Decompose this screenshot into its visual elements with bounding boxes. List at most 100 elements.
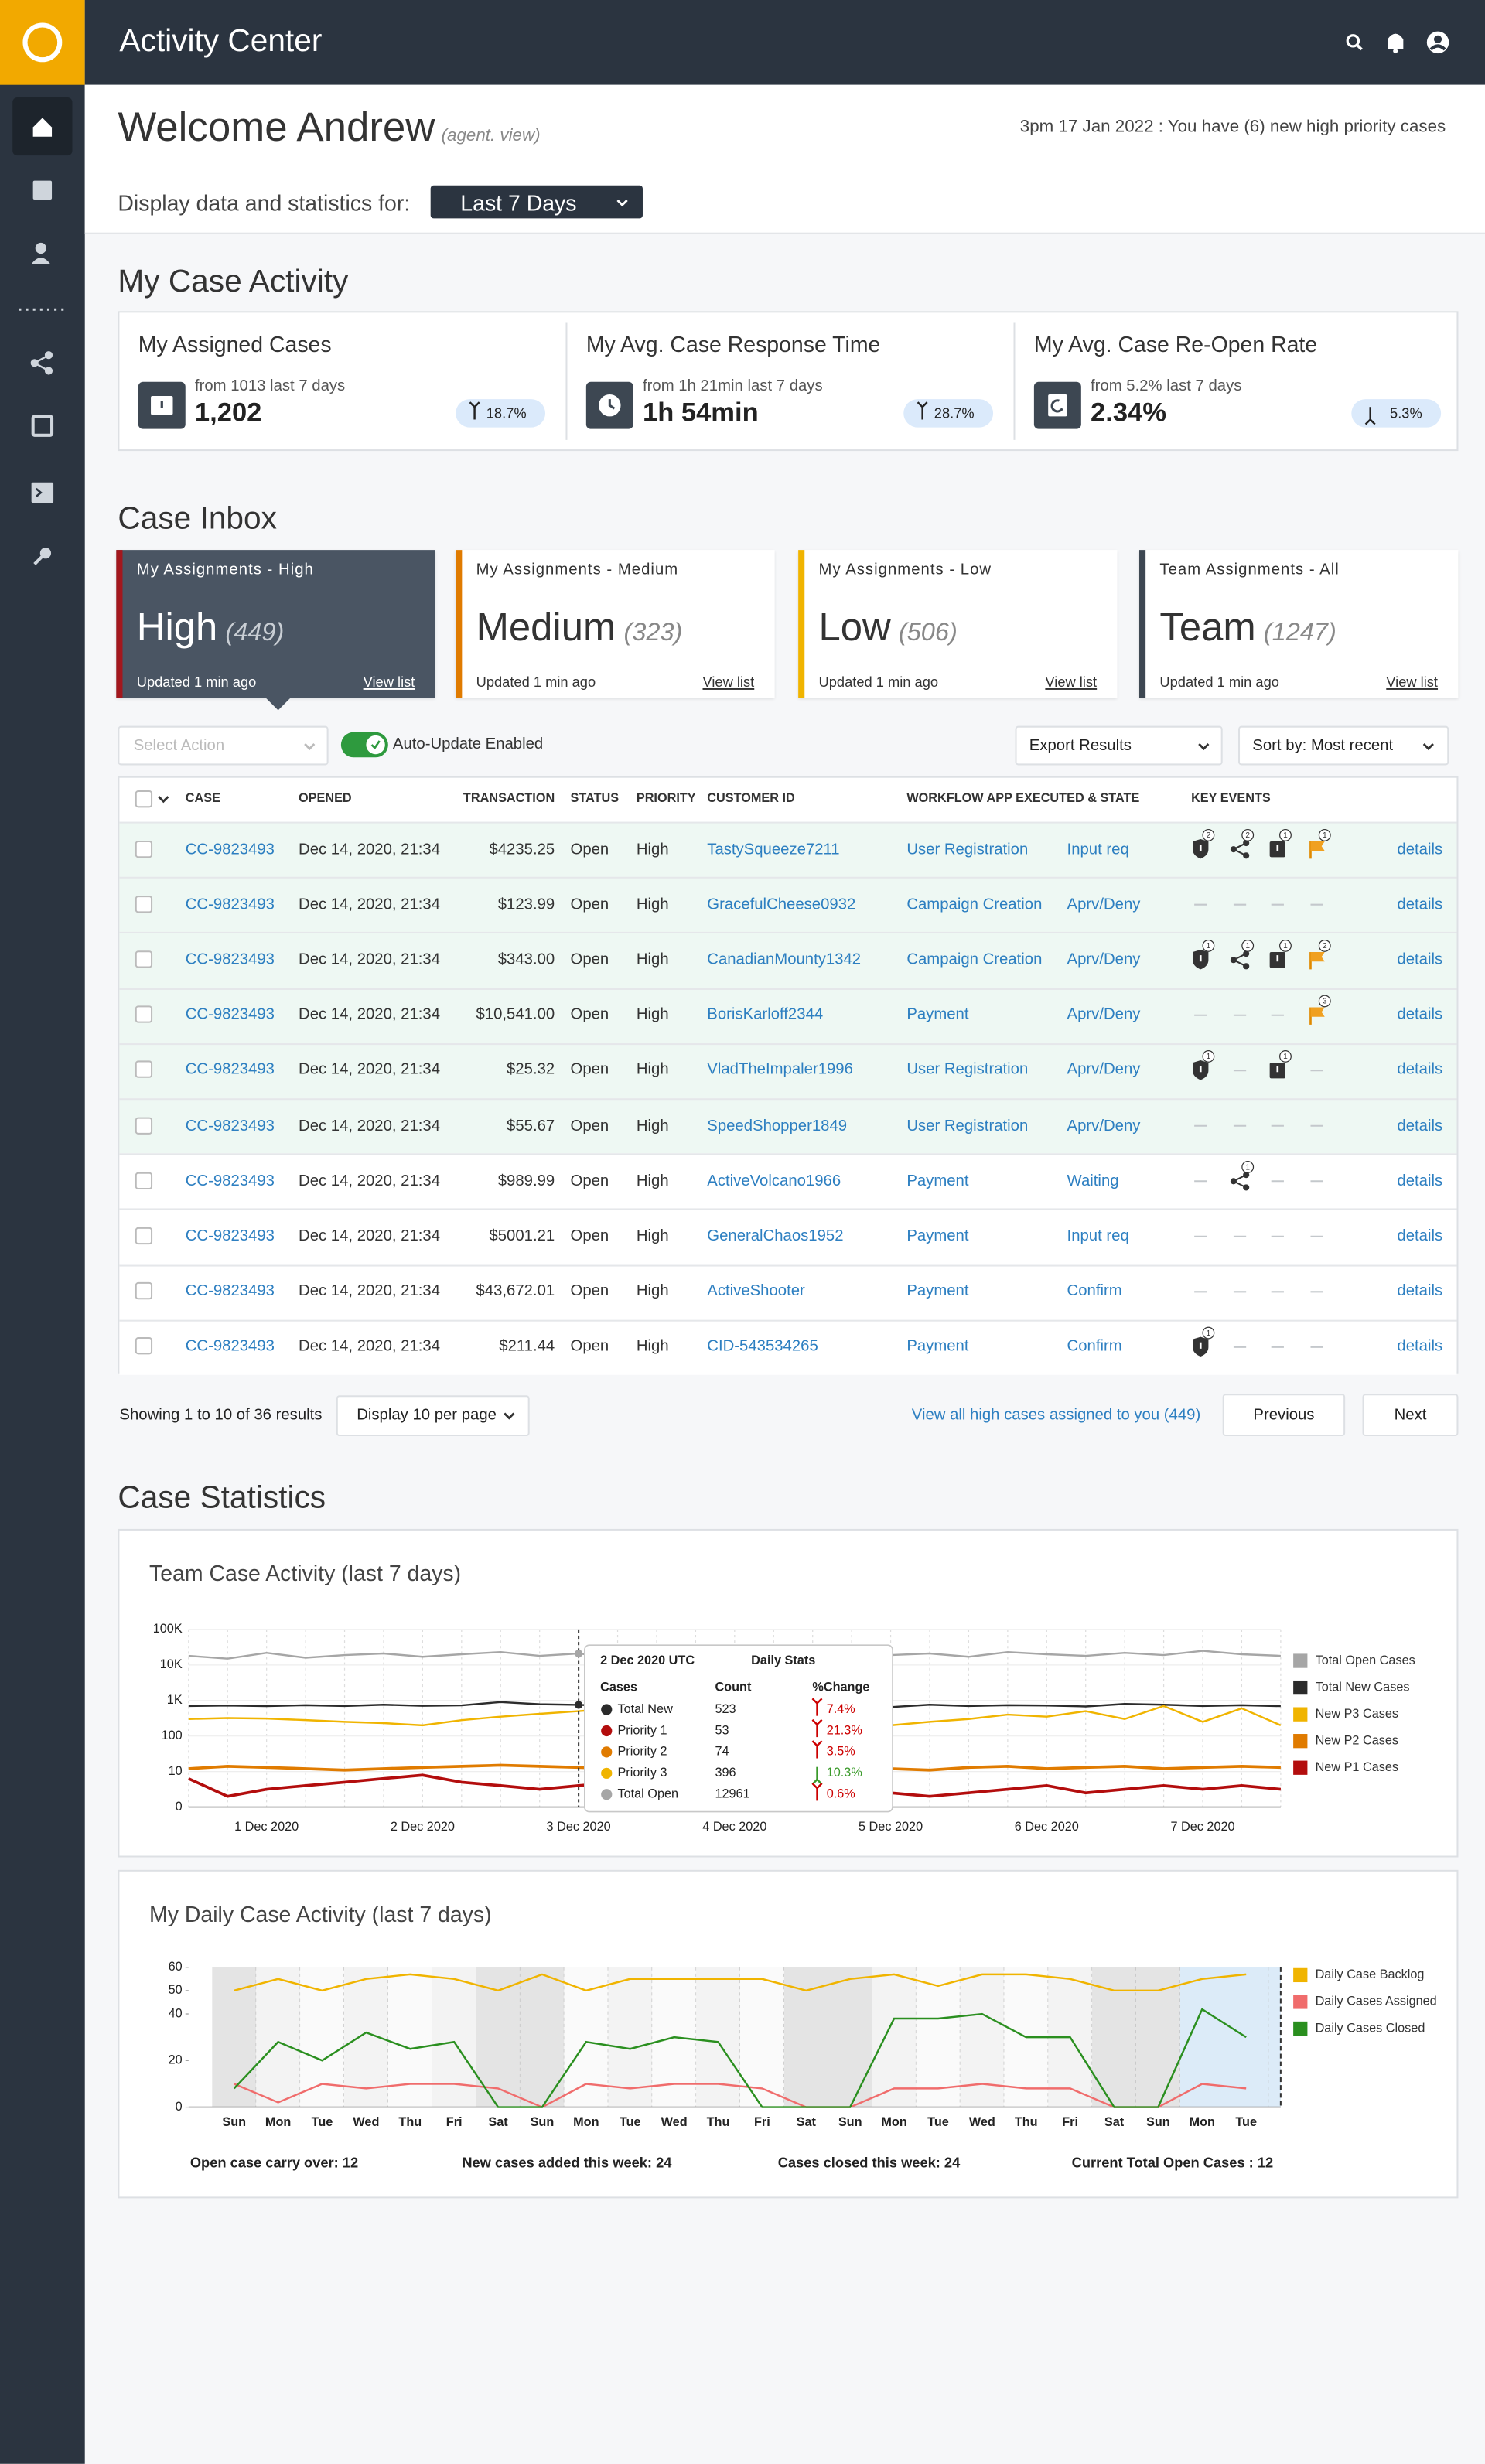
table-cell: SpeedShopper1849 bbox=[707, 1117, 848, 1135]
table-cell: Open bbox=[570, 1006, 609, 1024]
tab-link[interactable]: View list bbox=[363, 674, 415, 690]
details-link[interactable]: details bbox=[1397, 950, 1443, 969]
inbox-tab[interactable] bbox=[456, 550, 775, 698]
table-cell[interactable]: CC-9823493 bbox=[185, 1172, 275, 1190]
export-button[interactable] bbox=[1015, 725, 1223, 766]
details-link[interactable]: details bbox=[1397, 1062, 1443, 1080]
row-checkbox[interactable] bbox=[135, 1227, 153, 1244]
row-checkbox[interactable] bbox=[135, 895, 153, 913]
details-link[interactable]: details bbox=[1397, 1117, 1443, 1135]
view-all-link[interactable]: View all high cases assigned to you (449… bbox=[911, 1407, 1201, 1425]
chip-icon[interactable] bbox=[31, 415, 54, 437]
key-icon-stem bbox=[33, 555, 44, 565]
table-row bbox=[119, 1153, 1457, 1210]
row-checkbox[interactable] bbox=[135, 1116, 153, 1134]
search-icon[interactable] bbox=[1346, 34, 1360, 48]
table-cell[interactable]: CC-9823493 bbox=[185, 1283, 275, 1301]
table-cell: High bbox=[636, 1283, 669, 1301]
tab-label: My Assignments - Medium bbox=[476, 561, 679, 579]
app-title: Activity Center bbox=[119, 24, 323, 60]
table-cell[interactable]: CC-9823493 bbox=[185, 1227, 275, 1245]
tab-label: My Assignments - Low bbox=[818, 561, 992, 579]
tab-link[interactable]: View list bbox=[1045, 674, 1098, 690]
user-body bbox=[1429, 44, 1446, 51]
table-cell: Campaign Creation bbox=[906, 950, 1043, 969]
row-checkbox[interactable] bbox=[135, 1005, 153, 1023]
column-header: TRANSACTION bbox=[463, 790, 555, 806]
inbox-tab[interactable] bbox=[116, 550, 435, 698]
table-cell[interactable]: CC-9823493 bbox=[185, 1338, 275, 1356]
card-from: from 5.2% last 7 days bbox=[1091, 377, 1242, 395]
table-cell[interactable]: CC-9823493 bbox=[185, 1062, 275, 1080]
table-cell: $4235.25 bbox=[489, 840, 555, 858]
tab-link[interactable]: View list bbox=[1386, 674, 1439, 690]
previous-button[interactable] bbox=[1222, 1394, 1346, 1437]
tab-link[interactable]: View list bbox=[702, 674, 755, 690]
table-cell[interactable]: CC-9823493 bbox=[185, 1006, 275, 1024]
table-cell: Payment bbox=[906, 1338, 969, 1356]
table-cell[interactable]: CC-9823493 bbox=[185, 896, 275, 913]
details-link[interactable]: details bbox=[1397, 1338, 1443, 1356]
period-select[interactable] bbox=[430, 185, 643, 219]
details-link[interactable]: details bbox=[1397, 1006, 1443, 1024]
table-cell: Dec 14, 2020, 21:34 bbox=[299, 1062, 441, 1080]
column-header: WORKFLOW APP EXECUTED & STATE bbox=[906, 790, 1140, 806]
tab-updated: Updated 1 min ago bbox=[136, 674, 257, 690]
details-link[interactable]: details bbox=[1397, 1283, 1443, 1301]
table-cell: TastySqueeze7211 bbox=[707, 840, 840, 858]
cases-icon[interactable] bbox=[32, 180, 53, 200]
tab-count: (449) bbox=[225, 619, 285, 647]
row-checkbox[interactable] bbox=[135, 1282, 153, 1300]
table-cell: $211.44 bbox=[499, 1338, 555, 1356]
per-page-select[interactable] bbox=[336, 1395, 530, 1437]
table-cell: Aprv/Deny bbox=[1067, 1062, 1141, 1080]
terminal-glyph bbox=[35, 487, 43, 498]
table-cell: Input req bbox=[1067, 840, 1129, 858]
row-checkbox[interactable] bbox=[135, 1172, 153, 1189]
logo-mark bbox=[22, 22, 63, 63]
table-cell: High bbox=[636, 1117, 669, 1135]
row-checkbox[interactable] bbox=[135, 950, 153, 968]
table-cell[interactable]: CC-9823493 bbox=[185, 950, 275, 969]
details-link[interactable]: details bbox=[1397, 1172, 1443, 1190]
inbox-tab[interactable] bbox=[1139, 550, 1459, 698]
table-cell[interactable]: CC-9823493 bbox=[185, 1117, 275, 1135]
sort-select[interactable] bbox=[1238, 725, 1449, 766]
table-cell: High bbox=[636, 1227, 669, 1245]
table-cell: CID-543534265 bbox=[707, 1338, 818, 1356]
logo[interactable] bbox=[0, 0, 85, 85]
row-checkbox[interactable] bbox=[135, 1337, 153, 1355]
table-cell: Dec 14, 2020, 21:34 bbox=[299, 1172, 441, 1190]
agent-icon[interactable] bbox=[35, 242, 46, 254]
next-button[interactable] bbox=[1362, 1394, 1459, 1437]
key-icon[interactable] bbox=[39, 548, 52, 559]
table-cell[interactable]: CC-9823493 bbox=[185, 840, 275, 858]
column-header: OPENED bbox=[299, 790, 352, 806]
section-title: Case Statistics bbox=[118, 1480, 326, 1516]
table-cell: High bbox=[636, 840, 669, 858]
sort-label: Sort by: Most recent bbox=[1252, 737, 1394, 756]
select-all[interactable] bbox=[135, 790, 153, 808]
table-cell: ActiveVolcano1966 bbox=[707, 1172, 842, 1190]
table-cell: Dec 14, 2020, 21:34 bbox=[299, 896, 441, 913]
tab-label: My Assignments - High bbox=[136, 561, 314, 579]
action-select[interactable] bbox=[118, 725, 329, 766]
bell-icon[interactable] bbox=[1388, 33, 1404, 49]
section-title: My Case Activity bbox=[118, 264, 349, 300]
details-link[interactable]: details bbox=[1397, 840, 1443, 858]
details-link[interactable]: details bbox=[1397, 1227, 1443, 1245]
table-cell: User Registration bbox=[906, 1117, 1029, 1135]
table-cell: Dec 14, 2020, 21:34 bbox=[299, 950, 441, 969]
chart-title: My Daily Case Activity (last 7 days) bbox=[149, 1901, 492, 1926]
details-link[interactable]: details bbox=[1397, 896, 1443, 913]
column-header: STATUS bbox=[570, 790, 620, 806]
column-header: KEY EVENTS bbox=[1191, 790, 1271, 806]
share-icon-lines bbox=[32, 354, 50, 372]
row-checkbox[interactable] bbox=[135, 1061, 153, 1079]
row-checkbox[interactable] bbox=[135, 839, 153, 858]
inbox-tab[interactable] bbox=[798, 550, 1118, 698]
table-cell: Open bbox=[570, 1227, 609, 1245]
table-cell: Open bbox=[570, 840, 609, 858]
table-cell: User Registration bbox=[906, 840, 1029, 858]
table-cell: High bbox=[636, 1006, 669, 1024]
